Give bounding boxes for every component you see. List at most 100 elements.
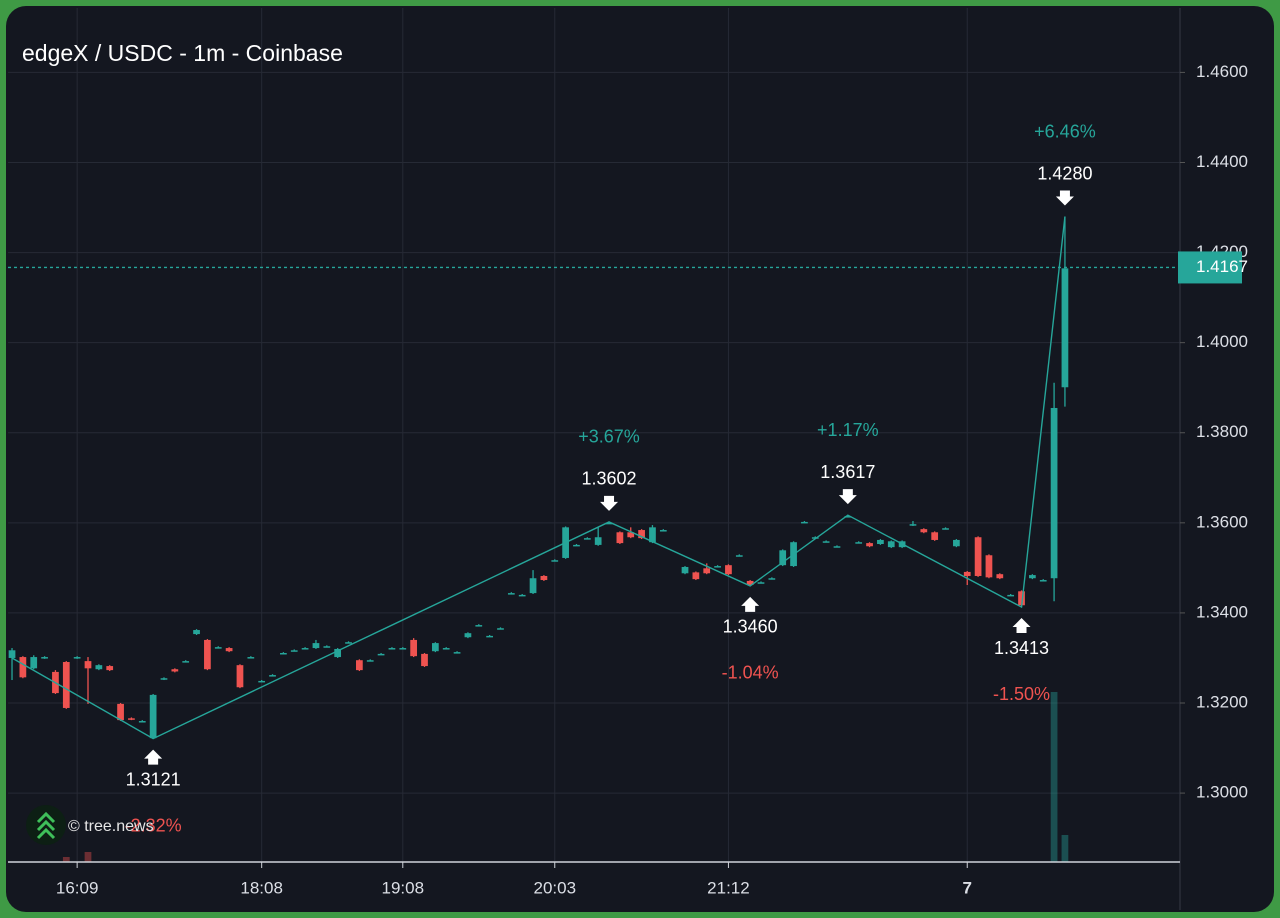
pivot-arrow <box>741 596 760 612</box>
candle-body <box>1061 268 1069 388</box>
candle-body <box>236 665 244 688</box>
candle-body <box>996 574 1004 579</box>
y-tick-label: 1.3200 <box>1196 692 1248 711</box>
candle-body <box>280 653 287 655</box>
y-tick-label: 1.4600 <box>1196 62 1248 81</box>
candle-body <box>627 532 635 538</box>
y-tick-label: 1.3000 <box>1196 783 1248 802</box>
candle-body <box>963 571 971 576</box>
candle-body <box>117 703 124 721</box>
candle-body <box>171 669 179 672</box>
candle-body <box>8 650 16 658</box>
candle-body <box>377 653 385 656</box>
candle-body <box>290 650 298 652</box>
y-tick-label: 1.4000 <box>1196 332 1248 351</box>
candle-body <box>605 522 613 525</box>
candle-body <box>30 657 38 669</box>
candle-body <box>453 652 461 654</box>
pivot-price-label: 1.3460 <box>723 617 778 637</box>
candle-body <box>681 566 689 574</box>
y-tick-label: 1.3400 <box>1196 602 1248 621</box>
candle-body <box>410 639 418 657</box>
candle-body <box>540 575 548 581</box>
candle-body <box>312 643 320 649</box>
candle-body <box>822 541 830 543</box>
candle-body <box>464 633 472 638</box>
pivot-change-label: +6.46% <box>1034 121 1096 141</box>
watermark: © tree.news <box>68 818 154 835</box>
chart-title: edgeX / USDC - 1m - Coinbase <box>22 40 343 66</box>
pivot-change-label: -1.04% <box>722 663 779 683</box>
candle-body <box>649 527 656 543</box>
logo <box>26 805 66 845</box>
volume-bar <box>1050 692 1058 862</box>
candle-body <box>725 565 732 575</box>
y-tick-label: 1.4400 <box>1196 152 1248 171</box>
x-tick-label: 19:08 <box>382 878 425 897</box>
candle-body <box>399 648 407 650</box>
candle-body <box>258 680 266 683</box>
candle-body <box>692 572 700 580</box>
candle-body <box>421 653 428 667</box>
grid <box>8 8 1180 862</box>
candle-body <box>1018 591 1025 606</box>
candle-body <box>204 639 211 670</box>
pivot-change-label: +3.67% <box>578 427 640 447</box>
candle-body <box>583 538 591 540</box>
candle-body <box>887 541 895 548</box>
candle-body <box>388 648 396 650</box>
candle-body <box>486 635 493 638</box>
candle-body <box>844 516 852 518</box>
candle-body <box>746 580 754 585</box>
candle-body <box>714 566 721 568</box>
pivot-arrow <box>838 489 857 505</box>
candle-body <box>62 662 70 708</box>
candle-body <box>138 721 146 723</box>
candle-body <box>638 530 645 539</box>
candle-body <box>953 539 960 547</box>
candle-body <box>551 560 559 562</box>
x-tick-label: 18:08 <box>240 878 283 897</box>
pivot-change-label: -1.50% <box>993 684 1050 704</box>
candle-body <box>366 660 374 662</box>
pivot-arrow <box>600 495 619 511</box>
volume-bar <box>1061 835 1069 862</box>
candle-body <box>73 657 81 659</box>
candle-body <box>779 550 787 566</box>
pivot-arrow <box>144 749 163 765</box>
volume-bar <box>62 857 70 862</box>
pivot-arrow <box>1055 190 1074 206</box>
candle-body <box>931 532 939 540</box>
candle-body <box>768 578 776 580</box>
axes: 1.3000 1.3200 1.3400 1.3600 1.3800 1.4000 1.42… <box>56 62 1248 898</box>
candle-body <box>866 543 873 547</box>
candle-body <box>518 594 526 597</box>
candle-body <box>475 625 483 627</box>
panel <box>6 6 1274 912</box>
x-tick-label: 7 <box>963 878 972 897</box>
candle-body <box>703 568 711 574</box>
candle-body <box>909 524 917 526</box>
candle-body <box>106 666 114 671</box>
candle-body <box>497 628 504 630</box>
candle-body <box>594 537 602 545</box>
candle-body <box>833 546 841 548</box>
candle-body <box>356 660 363 671</box>
pivot-change-label: +1.17% <box>817 420 879 440</box>
candle-body <box>855 542 863 544</box>
candle-body <box>182 661 190 663</box>
pivot-price-label: 1.3617 <box>820 462 875 482</box>
candle-body <box>225 648 233 652</box>
candle-body <box>616 532 624 544</box>
candle-body <box>442 648 450 650</box>
candle-body <box>95 665 103 670</box>
candle-body <box>974 537 982 576</box>
candle-body <box>801 521 808 524</box>
candle-body <box>1029 575 1036 579</box>
candle-body <box>19 657 27 678</box>
candle-body <box>323 646 331 648</box>
candle-body <box>214 647 222 649</box>
candle-body <box>1007 594 1015 597</box>
